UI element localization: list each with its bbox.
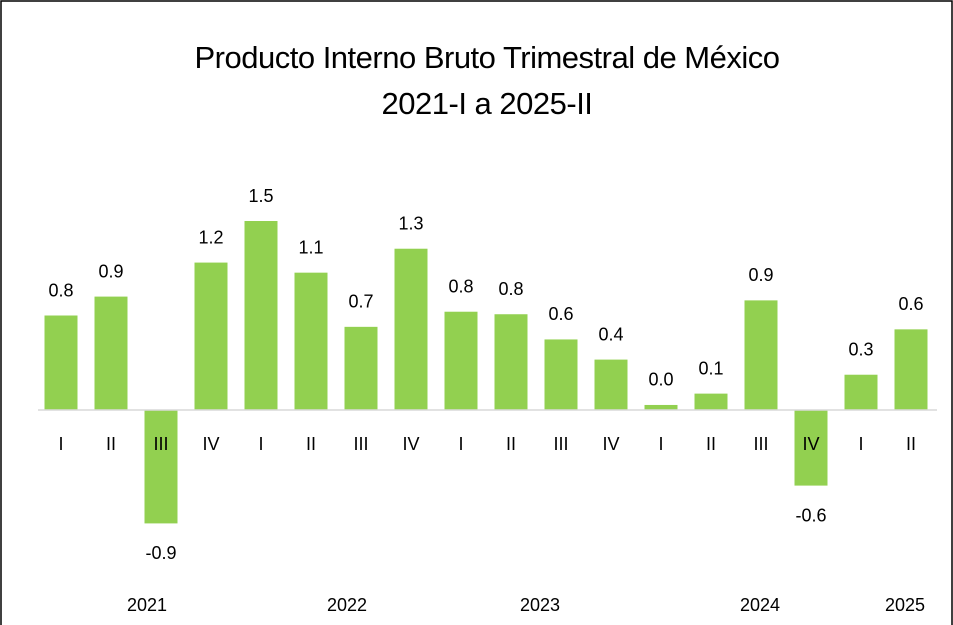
x-tick-label: IV — [802, 434, 819, 454]
x-tick-label: III — [353, 434, 368, 454]
x-tick-label: III — [553, 434, 568, 454]
bar — [694, 393, 728, 410]
bar — [894, 329, 928, 410]
data-label: -0.6 — [795, 505, 826, 525]
x-tick-label: II — [306, 434, 316, 454]
data-label: 0.7 — [348, 292, 373, 312]
x-tick-label: II — [506, 434, 516, 454]
data-label: 0.8 — [498, 279, 523, 299]
bar — [94, 296, 128, 410]
chart-title: Producto Interno Bruto Trimestral de Méx… — [195, 40, 780, 75]
year-label: 2021 — [127, 595, 167, 615]
x-tick-label: I — [258, 434, 263, 454]
year-label: 2022 — [327, 595, 367, 615]
data-label: 0.9 — [98, 261, 123, 281]
data-label: 1.5 — [248, 186, 273, 206]
year-label: 2023 — [520, 595, 560, 615]
x-tick-label: I — [658, 434, 663, 454]
bar — [394, 248, 428, 410]
data-label: 0.4 — [598, 324, 623, 344]
x-tick-label: II — [706, 434, 716, 454]
bar — [494, 314, 528, 410]
x-tick-label: I — [458, 434, 463, 454]
bar — [194, 262, 228, 410]
data-label: 0.1 — [698, 358, 723, 378]
bar — [294, 272, 328, 410]
bar — [644, 404, 678, 410]
bar — [44, 315, 78, 410]
x-tick-label: III — [153, 434, 168, 454]
year-label: 2025 — [885, 595, 925, 615]
x-tick-label: II — [106, 434, 116, 454]
x-tick-label: II — [906, 434, 916, 454]
x-tick-label: III — [753, 434, 768, 454]
data-label: 1.1 — [298, 237, 323, 257]
bar — [794, 410, 828, 486]
data-label: 0.6 — [898, 294, 923, 314]
data-label: 1.2 — [198, 227, 223, 247]
x-tick-label: IV — [602, 434, 619, 454]
year-label: 2024 — [740, 595, 780, 615]
data-label: 1.3 — [398, 213, 423, 233]
bar — [344, 326, 378, 410]
data-label: 0.9 — [748, 265, 773, 285]
data-label: 0.6 — [548, 304, 573, 324]
data-label: 0.0 — [648, 370, 673, 390]
data-label: 0.3 — [848, 339, 873, 359]
data-label: -0.9 — [145, 543, 176, 563]
data-label: 0.8 — [448, 276, 473, 296]
bar — [744, 300, 778, 410]
x-tick-label: I — [58, 434, 63, 454]
bar — [144, 410, 178, 524]
bar — [244, 221, 278, 410]
x-tick-label: I — [858, 434, 863, 454]
bar — [594, 359, 628, 410]
chart-subtitle: 2021-I a 2025-II — [382, 86, 593, 121]
data-label: 0.8 — [48, 280, 73, 300]
bar — [544, 339, 578, 410]
x-tick-label: IV — [402, 434, 419, 454]
bar — [444, 311, 478, 410]
bar — [844, 374, 878, 410]
x-tick-label: IV — [202, 434, 219, 454]
